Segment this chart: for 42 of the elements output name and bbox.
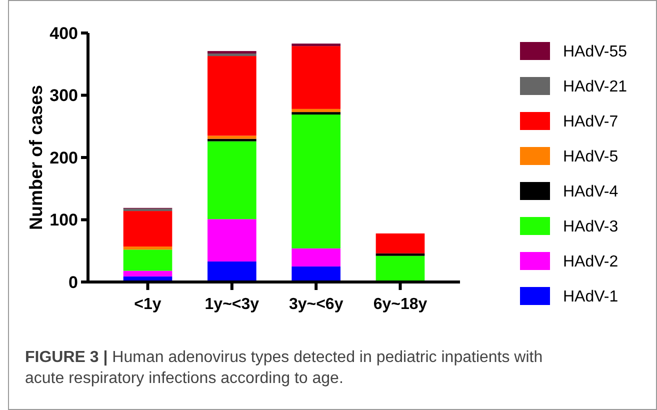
legend-label: HAdV-7 bbox=[563, 114, 618, 131]
x-tick-label: 6y~18y bbox=[373, 296, 428, 313]
y-tick-label: 100 bbox=[50, 210, 78, 230]
legend-label: HAdV-21 bbox=[563, 78, 628, 96]
x-tick-label: 1y~<3y bbox=[204, 296, 260, 313]
bar bbox=[292, 44, 340, 46]
bar bbox=[208, 261, 256, 282]
y-tick-label: 200 bbox=[50, 148, 78, 168]
legend-label: HAdV-3 bbox=[563, 218, 618, 236]
bar bbox=[376, 233, 425, 254]
bar bbox=[376, 256, 425, 281]
bar bbox=[292, 114, 340, 248]
bar bbox=[123, 246, 172, 250]
bar bbox=[208, 138, 256, 142]
bar bbox=[292, 46, 340, 109]
legend-label: HAdV-4 bbox=[563, 184, 618, 201]
bar bbox=[123, 211, 172, 247]
bar bbox=[292, 266, 340, 282]
caption: FIGURE 3 | Human adenovirus types detected in pediatric inpatients with acute respiratory infections according to age. bbox=[25, 349, 543, 387]
bar bbox=[292, 112, 340, 115]
bar bbox=[208, 54, 256, 56]
y-axis-title: Number of cases bbox=[26, 84, 46, 230]
legend-label: HAdV-5 bbox=[563, 148, 618, 166]
bar bbox=[208, 56, 256, 136]
legend-label: HAdV-1 bbox=[563, 288, 618, 306]
x-tick-label: <1y bbox=[134, 296, 162, 313]
bar bbox=[208, 136, 256, 139]
legend-label: HAdV-55 bbox=[563, 44, 628, 61]
bar bbox=[208, 51, 256, 54]
bar bbox=[292, 248, 340, 266]
bar bbox=[292, 108, 340, 112]
y-tick-label: 0 bbox=[68, 272, 78, 292]
x-tick-label: 3y~<6y bbox=[288, 296, 344, 313]
y-tick-label: 300 bbox=[50, 86, 78, 106]
bar bbox=[208, 141, 256, 220]
y-tick-label: 400 bbox=[50, 24, 78, 43]
bar bbox=[376, 253, 425, 256]
bar bbox=[123, 250, 172, 271]
bar bbox=[208, 219, 256, 262]
bar bbox=[123, 208, 172, 212]
bar bbox=[123, 270, 172, 276]
legend-label: HAdV-2 bbox=[563, 254, 618, 271]
